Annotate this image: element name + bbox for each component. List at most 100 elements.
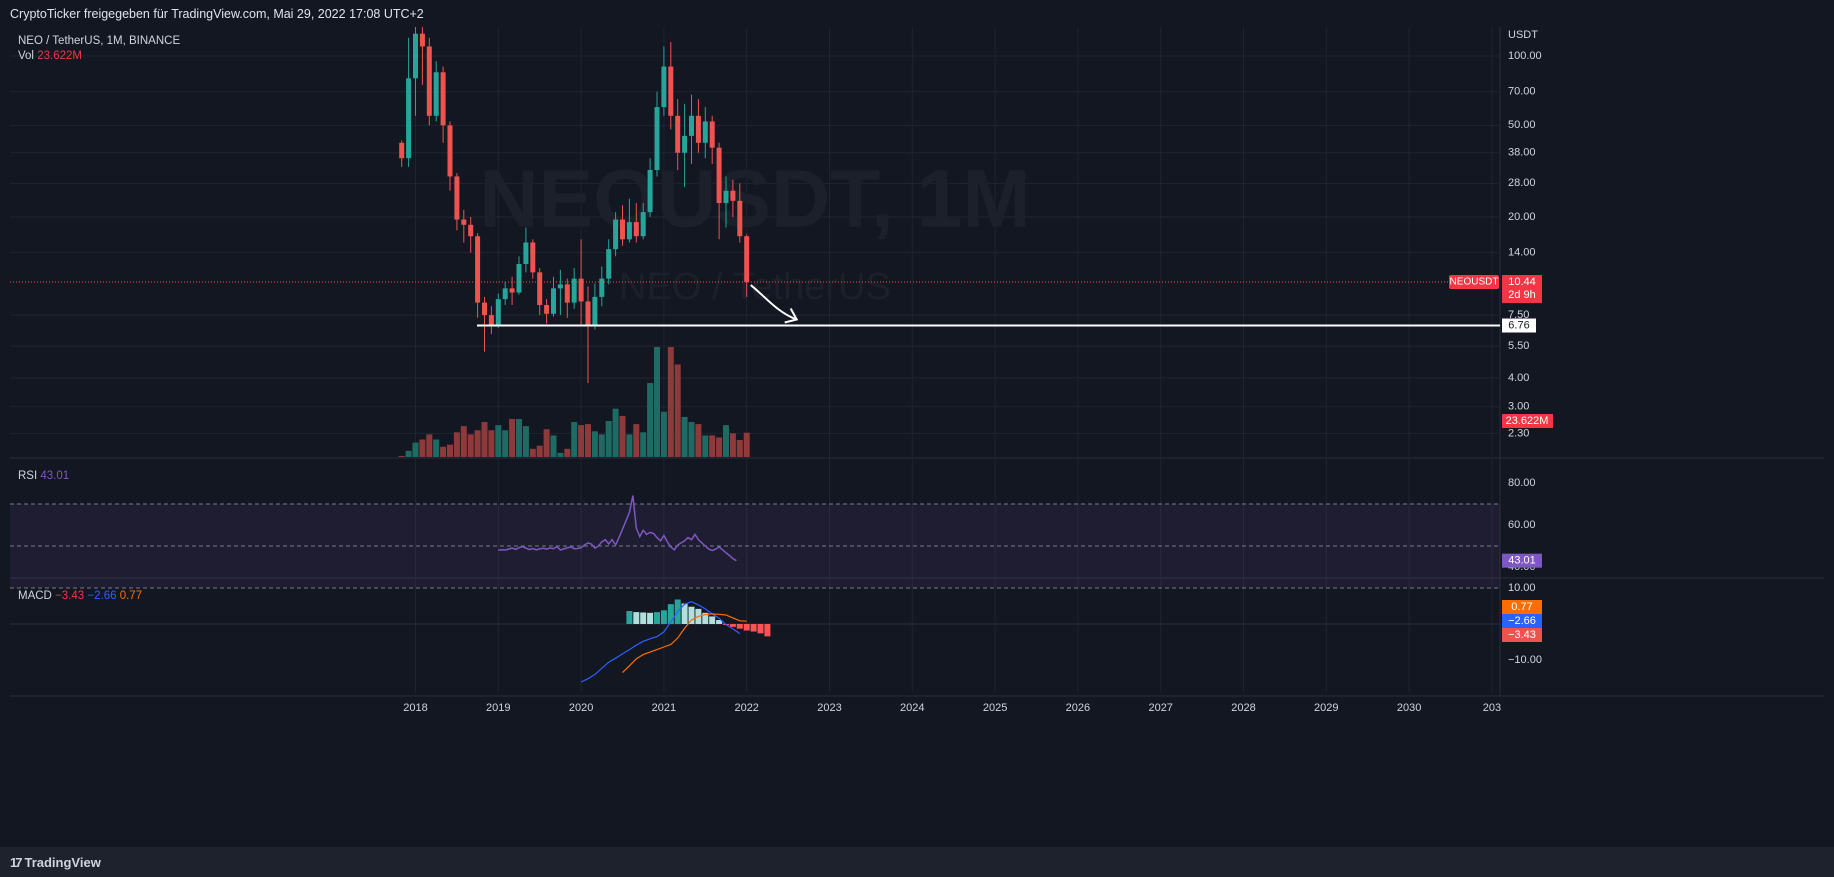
price-axis-tick-label: 38.00 bbox=[1508, 147, 1536, 159]
candle-body bbox=[482, 302, 487, 316]
macd-badge bbox=[1502, 628, 1542, 642]
volume-bar bbox=[453, 432, 460, 457]
candle bbox=[606, 239, 612, 285]
macd-histogram-bar bbox=[764, 624, 771, 637]
candle-body bbox=[419, 33, 425, 47]
symbol-title[interactable]: NEO / TetherUS, 1M, BINANCE bbox=[18, 35, 181, 47]
candle-body bbox=[744, 236, 750, 283]
volume-bar bbox=[481, 422, 488, 457]
candle-body bbox=[626, 222, 632, 240]
macd-histogram-bar bbox=[702, 612, 709, 624]
volume-bar bbox=[709, 435, 716, 457]
rsi-label[interactable]: RSI bbox=[18, 470, 38, 482]
price-axis-tick-label: 5.50 bbox=[1508, 340, 1529, 352]
volume-bar bbox=[716, 437, 723, 457]
macd-legend: MACD −3.43 −2.66 0.77 bbox=[18, 590, 142, 602]
volume-badge bbox=[1502, 414, 1553, 428]
candle bbox=[564, 278, 570, 318]
candle bbox=[647, 158, 653, 217]
volume-bar bbox=[405, 450, 412, 457]
volume-bar bbox=[647, 382, 654, 457]
candle bbox=[661, 46, 667, 116]
volume-bar bbox=[598, 434, 605, 457]
macd-histogram-bar bbox=[660, 610, 667, 624]
chart-canvas[interactable]: NEOUSDT, 1M NEO / TetherUS USDT 100.00 70.00… bbox=[10, 27, 1824, 845]
last-price-value: 10.44 bbox=[1508, 276, 1536, 288]
volume-bar bbox=[433, 439, 440, 457]
volume-bar bbox=[398, 455, 405, 457]
volume-bar bbox=[488, 430, 495, 457]
candle bbox=[633, 203, 639, 243]
macd-histogram-bar bbox=[729, 624, 736, 627]
candle bbox=[440, 66, 446, 143]
price-axis-tick-label: 3.00 bbox=[1508, 401, 1529, 413]
macd-histogram-bar bbox=[743, 624, 750, 631]
macd-histogram-bar bbox=[681, 603, 688, 624]
candle-body bbox=[406, 78, 412, 159]
candle-body bbox=[544, 304, 550, 314]
macd-value-macd: −2.66 bbox=[87, 590, 117, 602]
volume-bar bbox=[412, 442, 419, 457]
tradingview-logo[interactable]: 17 TradingView bbox=[10, 855, 101, 870]
candle bbox=[640, 203, 646, 240]
candle bbox=[516, 256, 522, 295]
candle bbox=[551, 276, 556, 317]
candle bbox=[689, 94, 694, 164]
candle-body bbox=[606, 249, 612, 279]
volume-bar bbox=[723, 425, 729, 457]
candle bbox=[723, 176, 729, 228]
macd-value-signal: 0.77 bbox=[119, 590, 143, 602]
candle-body bbox=[454, 176, 460, 220]
candle bbox=[592, 283, 598, 330]
volume-bar bbox=[619, 415, 626, 457]
candle bbox=[537, 268, 543, 316]
support-badge-text: 6.76 bbox=[1508, 319, 1529, 331]
candle bbox=[675, 99, 681, 170]
candle-body bbox=[654, 107, 660, 170]
price-axis-tick-label: 70.00 bbox=[1508, 86, 1536, 98]
volume-bar bbox=[502, 430, 509, 457]
candle-body bbox=[571, 278, 577, 303]
symbol-tag-text: NEOUSDT bbox=[1450, 277, 1499, 288]
volume-badge-text: 23.622M bbox=[1506, 415, 1549, 427]
volume-bar bbox=[729, 433, 736, 457]
macd-label[interactable]: MACD bbox=[18, 590, 52, 602]
candle bbox=[571, 268, 577, 309]
candle bbox=[523, 227, 529, 273]
volume-bar bbox=[447, 444, 453, 457]
time-axis-tick-label: 2028 bbox=[1231, 702, 1255, 714]
macd-histogram-bar bbox=[667, 604, 674, 624]
volume-value: 23.622M bbox=[37, 50, 82, 62]
macd-histogram-bar bbox=[736, 624, 743, 629]
candle-body bbox=[592, 296, 598, 325]
share-caption: CryptoTicker freigegeben für TradingView… bbox=[10, 7, 424, 21]
drawn-arrow-shaft bbox=[750, 284, 798, 321]
volume-bar bbox=[509, 418, 516, 457]
time-axis-tick-label: 2029 bbox=[1314, 702, 1338, 714]
candle-body bbox=[516, 264, 522, 293]
candle bbox=[668, 42, 674, 130]
volume-bar bbox=[585, 424, 591, 457]
macd-histogram-bar bbox=[633, 612, 640, 624]
volume-bar bbox=[440, 446, 447, 457]
chart-area[interactable]: NEOUSDT, 1M NEO / TetherUS USDT 100.00 70.00… bbox=[10, 27, 1824, 845]
time-axis-tick-label: 2019 bbox=[486, 702, 510, 714]
candle bbox=[557, 269, 563, 316]
candle bbox=[730, 179, 736, 217]
candle-body bbox=[647, 169, 653, 213]
candle-body bbox=[426, 46, 432, 116]
candle bbox=[599, 266, 605, 307]
candle-body bbox=[447, 125, 453, 177]
volume-label[interactable]: Vol bbox=[18, 50, 34, 62]
volume-bar bbox=[536, 445, 543, 457]
candle bbox=[613, 212, 619, 257]
volume-bar bbox=[474, 430, 481, 457]
volume-bar bbox=[736, 440, 743, 457]
bottom-bar: 17 TradingView bbox=[0, 847, 1834, 877]
symbol-legend: NEO / TetherUS, 1M, BINANCE bbox=[18, 35, 180, 47]
volume-bar bbox=[702, 435, 709, 457]
candle-body bbox=[620, 219, 625, 240]
macd-histogram-bar bbox=[757, 624, 764, 634]
macd-histogram-bar bbox=[654, 612, 660, 624]
macd-histogram-bar bbox=[709, 616, 716, 624]
